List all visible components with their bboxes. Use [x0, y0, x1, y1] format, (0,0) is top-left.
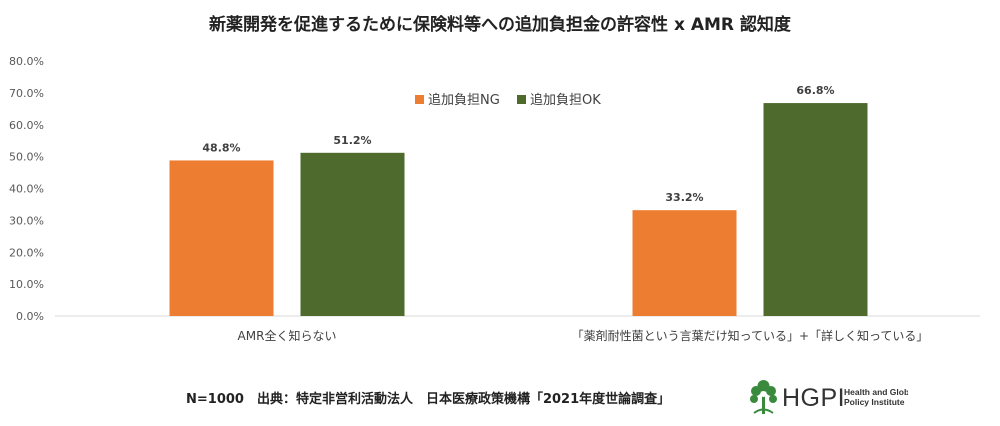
bar-series-2-cat-2: [763, 103, 868, 316]
footer-source: N=1000 出典：特定非営利活動法人 日本医療政策機構「2021年度世論調査」: [186, 392, 671, 407]
y-tick-label: 50.0%: [9, 151, 44, 164]
category-labels: AMR全く知らない 「薬剤耐性菌という言葉だけ知っている」+「詳しく知っている」: [238, 328, 929, 343]
bar-series-1-cat-1: [169, 160, 274, 316]
logo-subtitle-line1: Health and Global: [844, 387, 908, 397]
legend-label: 追加負担OK: [530, 92, 601, 108]
y-tick-label: 30.0%: [9, 214, 44, 227]
legend-swatch: [517, 95, 526, 104]
legend-swatch: [415, 95, 424, 104]
y-tick-label: 80.0%: [9, 55, 44, 68]
tree-icon: [750, 380, 777, 414]
y-tick-label: 0.0%: [16, 310, 44, 323]
bars: 48.8% 33.2% 51.2% 66.8%: [169, 84, 868, 316]
y-tick-label: 20.0%: [9, 246, 44, 259]
legend-label: 追加負担NG: [428, 92, 500, 108]
logo-subtitle-line2: Policy Institute: [844, 397, 905, 407]
data-label: 51.2%: [333, 134, 371, 147]
chart-title: 新薬開発を促進するために保険料等への追加負担金の許容性 x AMR 認知度: [209, 14, 792, 35]
data-label: 66.8%: [796, 84, 834, 97]
category-label: 「薬剤耐性菌という言葉だけ知っている」+「詳しく知っている」: [572, 328, 929, 343]
y-tick-label: 70.0%: [9, 87, 44, 100]
bar-series-2-cat-1: [300, 152, 405, 316]
logo-main-text: HGPI: [782, 384, 845, 412]
y-tick-label: 10.0%: [9, 278, 44, 291]
hgpi-logo: HGPI Health and Global Policy Institute: [750, 380, 908, 414]
y-tick-label: 40.0%: [9, 183, 44, 196]
y-axis: 0.0% 10.0% 20.0% 30.0% 40.0% 50.0% 60.0% 70.0% 8…: [9, 55, 44, 323]
data-label: 48.8%: [202, 141, 240, 154]
category-label: AMR全く知らない: [238, 328, 337, 343]
bar-series-1-cat-2: [632, 210, 737, 316]
y-tick-label: 60.0%: [9, 119, 44, 132]
legend: 追加負担NG 追加負担OK: [415, 92, 601, 108]
data-label: 33.2%: [665, 191, 703, 204]
